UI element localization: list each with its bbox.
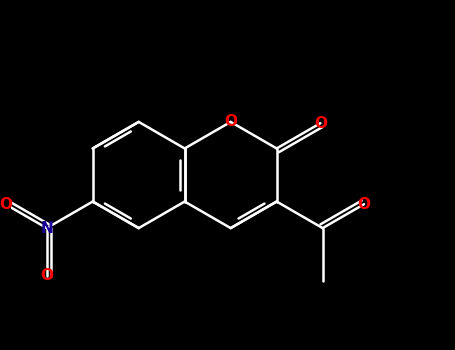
Text: O: O [358, 197, 370, 212]
Text: O: O [40, 268, 53, 284]
Text: O: O [314, 116, 327, 131]
Text: O: O [0, 197, 12, 212]
Text: N: N [40, 220, 53, 236]
Text: O: O [224, 114, 237, 130]
